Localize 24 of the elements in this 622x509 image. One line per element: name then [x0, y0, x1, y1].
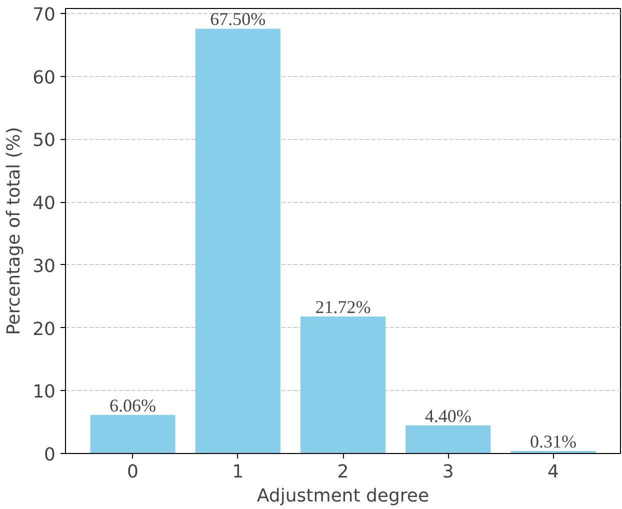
- x-tick-label: 4: [548, 462, 559, 482]
- bar: [195, 28, 280, 454]
- y-tick-label: 40: [32, 193, 56, 214]
- data-label: 21.72%: [315, 296, 371, 317]
- y-tick-label: 70: [32, 4, 56, 26]
- bar: [300, 316, 386, 454]
- y-tick-label: 10: [32, 382, 56, 403]
- y-tick-label: 30: [32, 256, 56, 277]
- y-tick-label: 0: [44, 444, 56, 466]
- y-tick-label: 60: [32, 67, 56, 88]
- y-tick-label: 20: [32, 318, 56, 340]
- bar: [90, 414, 176, 454]
- y-axis-title: Percentage of total (%): [4, 126, 25, 336]
- data-label: 67.50%: [210, 9, 266, 30]
- data-label: 6.06%: [110, 395, 156, 416]
- x-tick-label: 0: [127, 462, 138, 482]
- bar: [406, 425, 491, 454]
- data-label: 0.31%: [530, 432, 576, 452]
- x-tick-label: 2: [337, 462, 349, 482]
- x-axis-title: Adjustment degree: [256, 486, 430, 506]
- x-tick-label: 3: [442, 462, 454, 482]
- data-label: 4.40%: [424, 406, 472, 426]
- y-tick-label: 50: [32, 130, 56, 152]
- x-tick-label: 1: [232, 462, 244, 482]
